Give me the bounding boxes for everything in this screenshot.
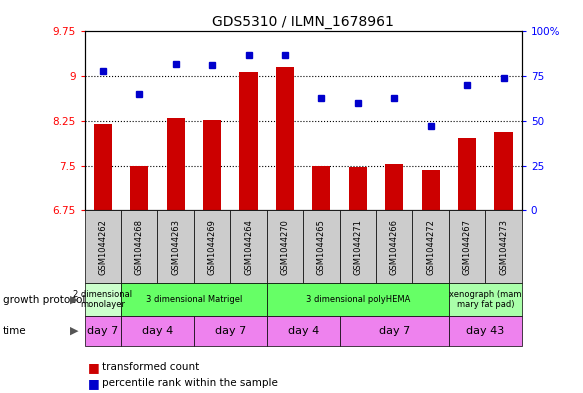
Text: GSM1044263: GSM1044263 (171, 219, 180, 275)
Bar (266, 210, 303, 283)
Title: GDS5310 / ILMN_1678961: GDS5310 / ILMN_1678961 (212, 15, 394, 29)
Text: GSM1044271: GSM1044271 (353, 219, 362, 275)
Bar (85, 283, 121, 316)
Text: ▶: ▶ (70, 326, 79, 336)
Bar (94, 124, 112, 210)
Bar (412, 210, 449, 283)
Bar (130, 165, 148, 210)
Bar (458, 138, 476, 210)
Bar (157, 210, 194, 283)
Text: GSM1044262: GSM1044262 (99, 219, 107, 275)
Bar (121, 316, 194, 346)
Bar (203, 119, 221, 210)
Bar (376, 210, 412, 283)
Text: GSM1044264: GSM1044264 (244, 219, 253, 275)
Text: transformed count: transformed count (102, 362, 199, 373)
Text: ■: ■ (87, 361, 99, 374)
Bar (194, 316, 266, 346)
Text: GSM1044269: GSM1044269 (208, 219, 216, 275)
Text: day 7: day 7 (378, 326, 410, 336)
Text: time: time (3, 326, 27, 336)
Text: GSM1044268: GSM1044268 (135, 219, 143, 275)
Text: GSM1044273: GSM1044273 (499, 219, 508, 275)
Text: GSM1044267: GSM1044267 (463, 219, 472, 275)
Bar (194, 210, 230, 283)
Bar (167, 118, 185, 210)
Bar (85, 210, 121, 283)
Bar (349, 167, 367, 210)
Bar (266, 283, 449, 316)
Bar (339, 210, 376, 283)
Text: 3 dimensional polyHEMA: 3 dimensional polyHEMA (305, 295, 410, 304)
Text: day 7: day 7 (87, 326, 118, 336)
Text: 2 dimensional
monolayer: 2 dimensional monolayer (73, 290, 132, 309)
Text: ▶: ▶ (70, 295, 79, 305)
Bar (85, 316, 121, 346)
Bar (449, 210, 485, 283)
Text: GSM1044265: GSM1044265 (317, 219, 326, 275)
Text: ■: ■ (87, 376, 99, 390)
Bar (385, 164, 403, 210)
Bar (485, 210, 522, 283)
Text: growth protocol: growth protocol (3, 295, 85, 305)
Bar (276, 67, 294, 210)
Bar (339, 316, 449, 346)
Text: GSM1044272: GSM1044272 (426, 219, 435, 275)
Bar (494, 132, 512, 210)
Bar (449, 316, 522, 346)
Text: percentile rank within the sample: percentile rank within the sample (102, 378, 278, 388)
Bar (449, 283, 522, 316)
Bar (266, 316, 339, 346)
Text: day 4: day 4 (142, 326, 173, 336)
Bar (121, 283, 266, 316)
Bar (303, 210, 339, 283)
Bar (240, 72, 258, 210)
Bar (121, 210, 157, 283)
Text: day 4: day 4 (287, 326, 319, 336)
Text: xenograph (mam
mary fat pad): xenograph (mam mary fat pad) (449, 290, 522, 309)
Bar (422, 170, 440, 210)
Bar (230, 210, 266, 283)
Text: GSM1044266: GSM1044266 (390, 219, 399, 275)
Text: GSM1044270: GSM1044270 (280, 219, 289, 275)
Text: day 43: day 43 (466, 326, 504, 336)
Text: 3 dimensional Matrigel: 3 dimensional Matrigel (146, 295, 242, 304)
Text: day 7: day 7 (215, 326, 246, 336)
Bar (312, 166, 331, 210)
